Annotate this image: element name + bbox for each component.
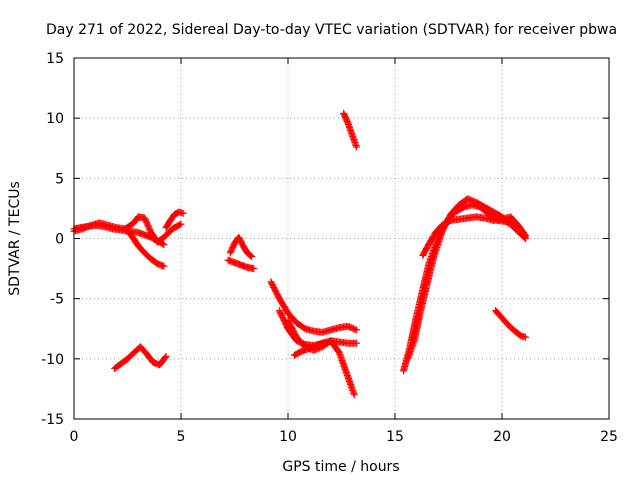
y-tick-label: 10	[46, 111, 64, 127]
series-arc-12	[290, 338, 331, 359]
series-arc-7	[224, 256, 258, 273]
series-arc-9	[267, 278, 360, 336]
x-tick-label: 5	[177, 429, 186, 445]
y-tick-label: 15	[46, 51, 64, 67]
y-tick-label: -5	[50, 292, 64, 308]
series-arc-6	[226, 233, 256, 261]
data-point	[323, 338, 331, 346]
data-point	[160, 241, 168, 249]
data-point	[179, 209, 187, 217]
series-arc-15	[419, 213, 530, 259]
data-point	[162, 352, 170, 360]
series-arc-5	[111, 343, 170, 372]
y-axis-label: SDTVAR / TECUs	[7, 181, 23, 296]
x-axis-label: GPS time / hours	[282, 459, 399, 475]
data-point	[176, 221, 184, 229]
data-point	[351, 325, 359, 333]
series-arc-8	[340, 109, 360, 151]
y-tick-label: -10	[41, 352, 64, 368]
data-point	[352, 143, 360, 151]
data-point	[250, 265, 258, 273]
data-point	[352, 339, 360, 347]
series-arc-3	[121, 225, 168, 270]
data-point	[521, 231, 529, 239]
data-points	[70, 109, 530, 399]
x-tick-label: 20	[493, 429, 511, 445]
data-point	[352, 326, 360, 334]
data-point	[350, 391, 358, 399]
x-tick-label: 15	[386, 429, 404, 445]
data-point	[247, 252, 255, 260]
x-tick-label: 0	[70, 429, 79, 445]
y-tick-label: 5	[55, 171, 64, 187]
series-arc-2	[70, 213, 185, 246]
series-arc-14	[404, 195, 530, 363]
data-point	[161, 354, 169, 362]
y-tick-label: 0	[55, 232, 64, 248]
series-arc-16	[492, 307, 530, 341]
y-tick-label: -15	[41, 412, 64, 428]
data-point	[160, 262, 168, 270]
chart-title: Day 271 of 2022, Sidereal Day-to-day VTE…	[46, 22, 617, 38]
axis-ticks: 0 5 10 15 20 25 -15 -10 -5 0 5 10 15	[41, 51, 618, 445]
series-arc-11	[284, 316, 358, 399]
x-tick-label: 10	[279, 429, 297, 445]
data-point	[248, 253, 256, 261]
data-point	[522, 232, 530, 240]
grid-lines	[74, 58, 609, 419]
data-point	[522, 333, 530, 341]
series-arc-4	[162, 208, 187, 232]
data-point	[177, 220, 185, 228]
x-tick-label: 25	[600, 429, 618, 445]
